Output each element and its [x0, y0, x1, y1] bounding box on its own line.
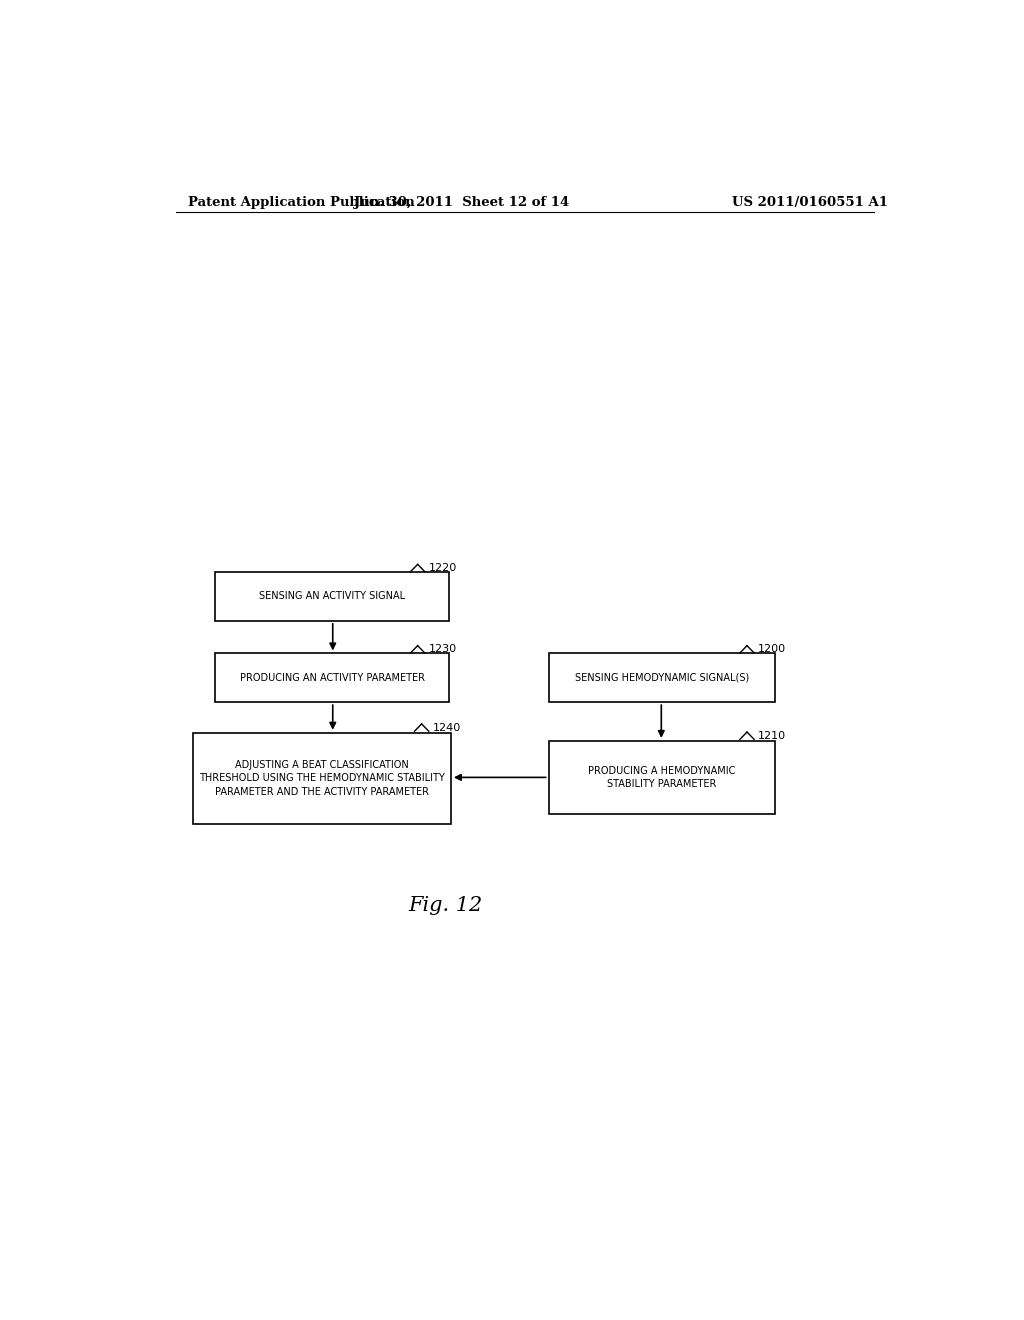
- Text: Patent Application Publication: Patent Application Publication: [187, 195, 415, 209]
- Text: Fig. 12: Fig. 12: [409, 896, 482, 915]
- Bar: [215, 572, 450, 620]
- Text: 1220: 1220: [429, 564, 457, 573]
- Text: ADJUSTING A BEAT CLASSIFICATION
THRESHOLD USING THE HEMODYNAMIC STABILITY
PARAME: ADJUSTING A BEAT CLASSIFICATION THRESHOL…: [199, 760, 444, 796]
- Text: SENSING HEMODYNAMIC SIGNAL(S): SENSING HEMODYNAMIC SIGNAL(S): [574, 673, 749, 682]
- Text: 1230: 1230: [429, 644, 457, 655]
- Bar: [549, 741, 775, 814]
- Bar: [194, 733, 451, 824]
- Text: US 2011/0160551 A1: US 2011/0160551 A1: [732, 195, 889, 209]
- Text: 1210: 1210: [758, 731, 786, 741]
- Text: PRODUCING AN ACTIVITY PARAMETER: PRODUCING AN ACTIVITY PARAMETER: [240, 673, 425, 682]
- Text: Jun. 30, 2011  Sheet 12 of 14: Jun. 30, 2011 Sheet 12 of 14: [353, 195, 569, 209]
- Text: PRODUCING A HEMODYNAMIC
STABILITY PARAMETER: PRODUCING A HEMODYNAMIC STABILITY PARAME…: [588, 766, 735, 789]
- Text: 1200: 1200: [758, 644, 786, 655]
- Bar: [215, 653, 450, 702]
- Text: 1240: 1240: [433, 722, 461, 733]
- Text: SENSING AN ACTIVITY SIGNAL: SENSING AN ACTIVITY SIGNAL: [259, 591, 406, 602]
- Bar: [549, 653, 775, 702]
